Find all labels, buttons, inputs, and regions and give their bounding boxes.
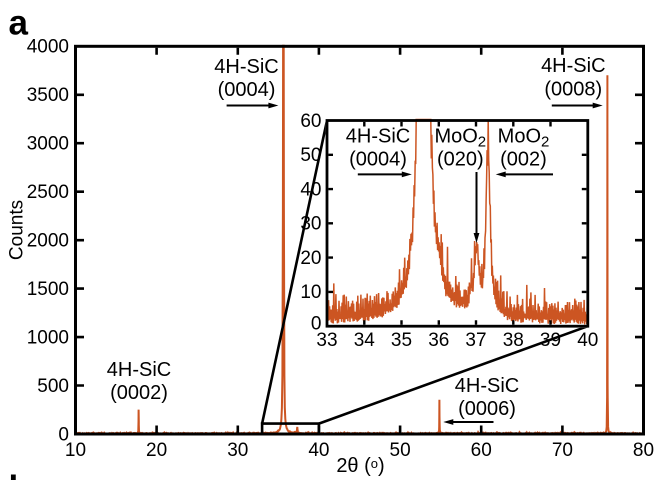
svg-text:38: 38 [503,330,524,351]
svg-text:b: b [9,469,30,480]
svg-text:4H-SiC: 4H-SiC [214,56,278,78]
svg-text:1500: 1500 [27,279,69,300]
svg-text:(0004): (0004) [349,149,407,171]
svg-text:(020): (020) [437,149,484,171]
svg-text:2000: 2000 [27,231,69,252]
svg-text:500: 500 [37,376,69,397]
svg-text:60: 60 [471,440,492,461]
svg-text:10: 10 [65,440,86,461]
svg-text:20: 20 [300,248,321,269]
svg-text:4H-SiC: 4H-SiC [455,375,519,397]
svg-text:(0008): (0008) [544,79,602,101]
svg-text:3000: 3000 [27,134,69,155]
svg-text:a: a [9,4,29,43]
svg-text:MoO2: MoO2 [434,126,486,151]
svg-text:40: 40 [577,330,598,351]
svg-text:0: 0 [311,314,322,335]
svg-text:35: 35 [391,330,412,351]
svg-text:(0006): (0006) [458,398,516,420]
svg-text:(0002): (0002) [110,382,168,404]
svg-text:40: 40 [308,440,329,461]
svg-text:4000: 4000 [27,37,69,58]
svg-text:3500: 3500 [27,85,69,106]
svg-text:40: 40 [300,179,321,200]
svg-text:80: 80 [633,440,654,461]
svg-text:37: 37 [465,330,486,351]
svg-text:4H-SiC: 4H-SiC [107,359,171,381]
svg-text:(0004): (0004) [218,79,276,101]
svg-text:70: 70 [552,440,573,461]
svg-text:50: 50 [300,145,321,166]
svg-text:39: 39 [540,330,561,351]
svg-text:2θ (o): 2θ (o) [336,455,384,477]
svg-text:10: 10 [300,282,321,303]
svg-text:4H-SiC: 4H-SiC [541,55,605,77]
svg-text:1000: 1000 [27,327,69,348]
svg-text:(002): (002) [500,149,547,171]
svg-text:36: 36 [428,330,449,351]
svg-text:0: 0 [58,424,69,445]
svg-text:4H-SiC: 4H-SiC [346,126,410,148]
svg-text:34: 34 [354,330,376,351]
svg-text:2500: 2500 [27,182,69,203]
svg-text:33: 33 [316,330,337,351]
svg-text:60: 60 [300,111,321,132]
svg-text:MoO2: MoO2 [498,126,550,151]
svg-text:20: 20 [146,440,167,461]
svg-text:30: 30 [300,214,321,235]
svg-text:Counts: Counts [7,200,28,260]
svg-text:30: 30 [227,440,248,461]
svg-text:50: 50 [390,440,411,461]
